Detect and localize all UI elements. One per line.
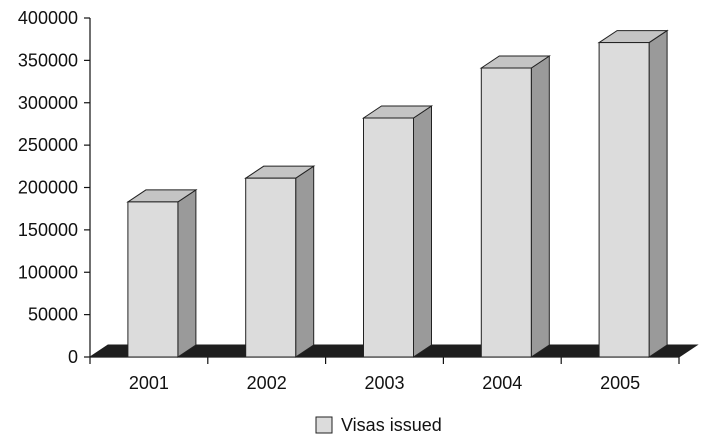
legend-label: Visas issued [341, 415, 442, 435]
x-tick-label: 2003 [364, 373, 404, 393]
bar-side-face [530, 55, 550, 358]
axes: 0 50000 100000 150000 200000 250000 300000 3500… [18, 8, 680, 393]
y-tick-label: 400000 [18, 8, 78, 28]
bar-front-face [598, 42, 650, 358]
y-tick-label: 150000 [18, 220, 78, 240]
bar-front-face [127, 201, 179, 358]
bar-front-face [363, 117, 414, 358]
bar-side-face [648, 29, 668, 358]
y-tick-label: 250000 [18, 135, 78, 155]
bar-side-face [295, 165, 315, 358]
y-tick-label: 200000 [18, 178, 78, 198]
bar [126, 188, 198, 358]
bar [361, 105, 434, 358]
bar-side-face [413, 105, 432, 358]
y-tick-label: 300000 [18, 93, 78, 113]
y-tick-label: 0 [68, 347, 78, 367]
bar [244, 165, 316, 358]
y-tick-label: 50000 [28, 305, 78, 325]
legend: Visas issued [315, 415, 442, 435]
y-tick-label: 350000 [18, 50, 78, 70]
bar-side-face [177, 188, 197, 358]
bar-front-face [480, 67, 532, 358]
bar [479, 55, 551, 358]
bar [597, 29, 669, 358]
x-tick-label: 2004 [482, 373, 522, 393]
x-tick-label: 2001 [129, 373, 169, 393]
y-tick-label: 100000 [18, 262, 78, 282]
bar-front-face [245, 177, 297, 358]
x-tick-label: 2002 [247, 373, 287, 393]
legend-swatch [315, 416, 333, 434]
x-tick-label: 2005 [600, 373, 640, 393]
bars [126, 29, 669, 358]
